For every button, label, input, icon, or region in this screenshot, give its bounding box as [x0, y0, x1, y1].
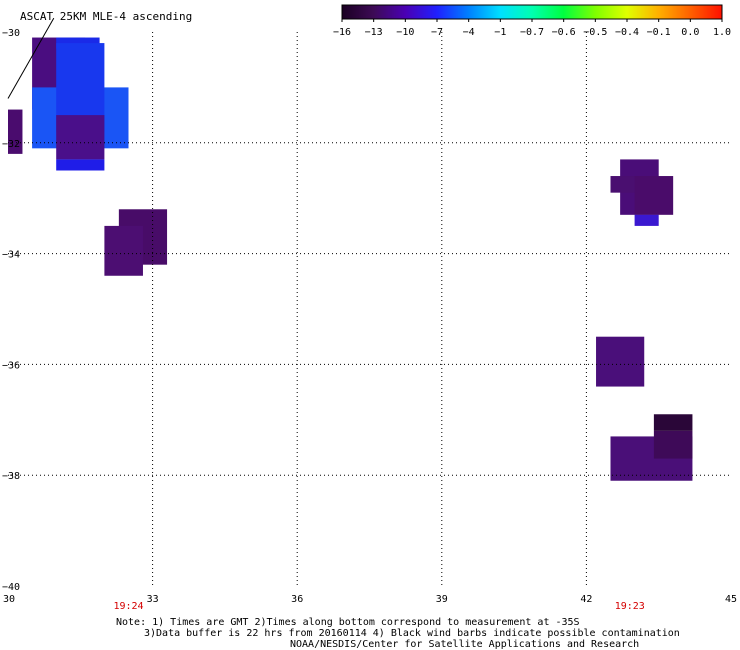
- colorbar-label-9: −0.4: [615, 27, 639, 38]
- time-label-0: 19:24: [113, 601, 143, 612]
- x-tick-label-1: 33: [147, 594, 159, 605]
- colorbar: −16 −13 −10 −7 −4 −1 −0.7 −0.6 −0.5 −0.4 −0.1 0.0 1.…: [333, 4, 731, 38]
- y-tick-label-0: −30: [2, 28, 20, 39]
- wind-barbs: [7, 17, 55, 99]
- data-cell-6: [8, 109, 23, 154]
- colorbar-label-5: −1: [494, 27, 506, 38]
- grid-lines: [8, 32, 731, 586]
- y-tick-label-2: −34: [2, 250, 20, 261]
- y-tick-label-4: −38: [2, 471, 20, 482]
- y-tick-label-1: −32: [2, 139, 20, 150]
- time-label-1: 19:23: [615, 601, 645, 612]
- footnote-line-3: NOAA/NESDIS/Center for Satellite Applica…: [290, 639, 640, 650]
- axis-labels: 30 33 36 39 42 45 −30 −32 −34 −36 −38 −40 19:24 19:23: [2, 28, 737, 612]
- colorbar-label-11: 0.0: [681, 27, 699, 38]
- data-cells: [8, 37, 693, 481]
- colorbar-label-7: −0.6: [552, 27, 576, 38]
- x-tick-label-3: 39: [436, 594, 448, 605]
- chart-title: ASCAT 25KM MLE-4 ascending: [20, 10, 192, 23]
- y-tick-label-5: −40: [2, 582, 20, 593]
- colorbar-label-3: −7: [431, 27, 443, 38]
- colorbar-label-1: −13: [365, 27, 383, 38]
- colorbar-label-8: −0.5: [583, 27, 607, 38]
- data-cell-11: [634, 176, 674, 215]
- wind-barb: [7, 17, 55, 99]
- x-tick-label-5: 45: [725, 594, 737, 605]
- colorbar-label-4: −4: [463, 27, 475, 38]
- data-cell-16: [653, 430, 693, 459]
- colorbar-label-0: −16: [333, 27, 351, 38]
- data-cell-4: [56, 115, 105, 160]
- x-tick-label-4: 42: [580, 594, 592, 605]
- footnote-line-2: 3)Data buffer is 22 hrs from 20160114 4)…: [144, 628, 680, 639]
- colorbar-label-2: −10: [396, 27, 414, 38]
- data-cell-5: [56, 159, 105, 171]
- data-cell-8: [104, 225, 143, 276]
- x-tick-label-2: 36: [291, 594, 303, 605]
- colorbar-label-10: −0.1: [647, 27, 671, 38]
- x-tick-label-0: 30: [3, 594, 15, 605]
- y-tick-label-3: −36: [2, 360, 20, 371]
- colorbar-label-12: 1.0: [713, 27, 731, 38]
- data-cell-12: [634, 214, 659, 226]
- footnote-line-1: Note: 1) Times are GMT 2)Times along bot…: [116, 617, 580, 628]
- colorbar-bar: [341, 4, 723, 20]
- data-cell-15: [653, 414, 693, 431]
- colorbar-label-6: −0.7: [520, 27, 544, 38]
- data-cell-13: [596, 336, 645, 387]
